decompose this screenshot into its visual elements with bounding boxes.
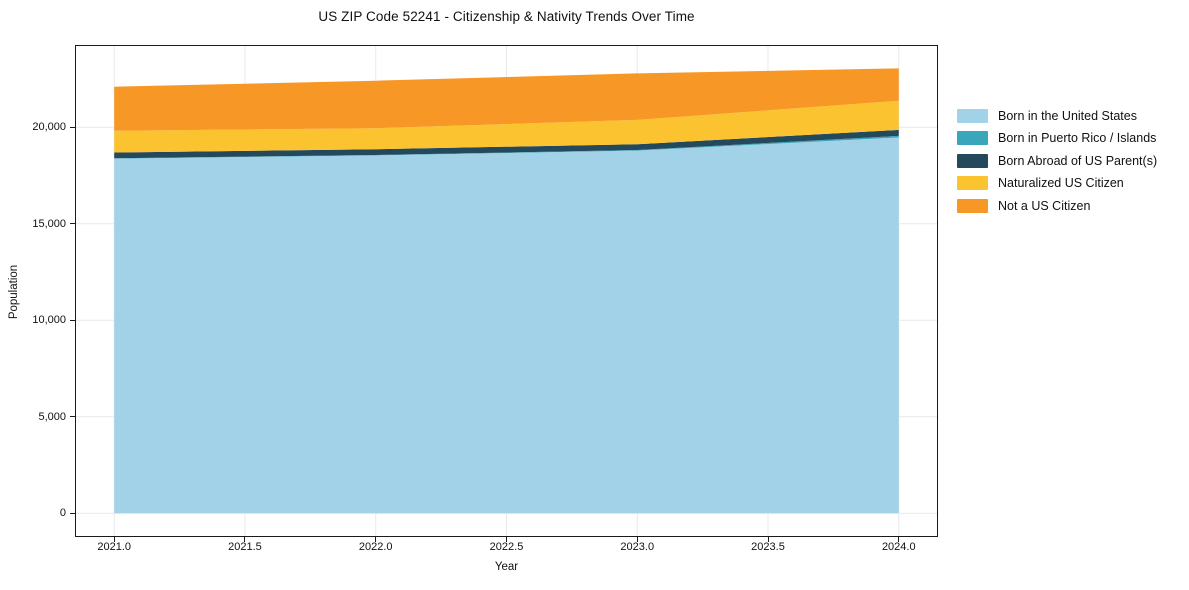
y-tick-mark [70,319,75,321]
area-born-abroad-of-us-parent-s [114,129,899,159]
legend: Born in the United States Born in Puerto… [957,109,1157,221]
legend-label: Not a US Citizen [998,198,1091,213]
y-tick-mark [70,512,75,514]
x-tick-mark [767,537,769,542]
x-tick-label: 2022.5 [489,541,524,553]
legend-item: Naturalized US Citizen [957,176,1157,191]
y-tick-mark [70,223,75,225]
legend-label: Born in the United States [998,109,1137,123]
x-axis-label: Year [494,561,519,573]
x-tick-label: 2023.5 [751,541,785,553]
x-tick-label: 2021.5 [228,541,262,553]
x-tick-mark [375,537,377,542]
x-tick-label: 2024.0 [881,541,916,553]
legend-label: Born in Puerto Rico / Islands [998,131,1157,146]
y-tick-mark [70,126,75,128]
legend-item: Born in Puerto Rico / Islands [957,131,1157,146]
x-tick-mark [898,537,900,542]
plot-area [75,45,938,537]
x-tick-label: 2021.0 [97,541,132,553]
legend-swatch-not-citizen-icon [957,198,988,213]
x-tick-label: 2022.0 [358,541,393,553]
y-tick-label: 15,000 [32,217,66,230]
legend-label: Born Abroad of US Parent(s) [998,153,1158,168]
legend-item: Not a US Citizen [957,198,1157,213]
area-naturalized-us-citizen [114,100,899,153]
legend-swatch-born-us-icon [957,109,988,123]
area-born-in-the-united-states [114,137,899,514]
chart-title: US ZIP Code 52241 - Citizenship & Nativi… [318,9,695,24]
plot-border [75,45,938,537]
legend-swatch-born-abroad-icon [957,153,988,168]
y-tick-label: 5,000 [38,410,66,423]
y-tick-label: 0 [59,507,66,520]
x-tick-label: 2023.0 [620,541,655,553]
x-tick-mark [113,537,115,542]
legend-item: Born in the United States [957,109,1157,123]
y-axis-label: Population [8,264,20,320]
legend-swatch-naturalized-icon [957,176,988,191]
x-tick-mark [506,537,507,542]
x-tick-mark [636,537,638,542]
chart-svg [75,45,938,537]
legend-label: Naturalized US Citizen [998,176,1124,191]
x-tick-mark [244,537,246,542]
y-tick-label: 20,000 [32,121,66,134]
area-not-a-us-citizen [114,68,899,131]
legend-swatch-puerto-rico-icon [957,131,988,146]
legend-item: Born Abroad of US Parent(s) [957,153,1158,168]
y-tick-mark [70,416,75,418]
y-tick-label: 10,000 [32,314,66,327]
